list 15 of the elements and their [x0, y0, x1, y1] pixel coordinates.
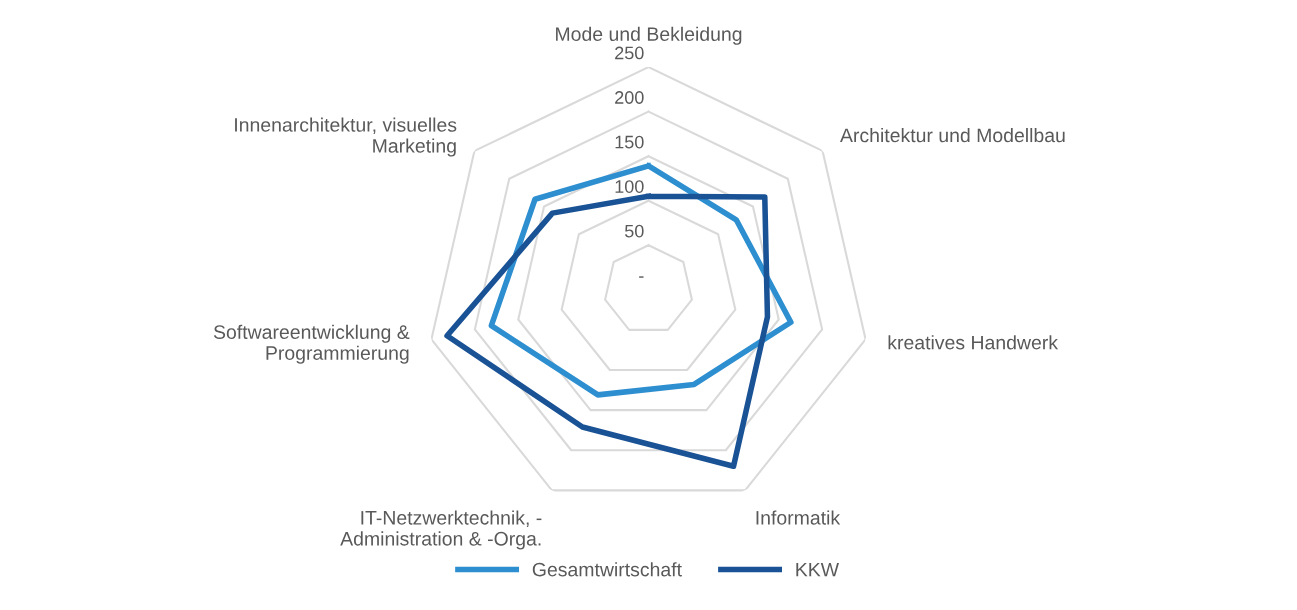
y-tick-label: 100 — [615, 180, 644, 193]
spoke-label: Softwareentwicklung & Programmierung — [213, 324, 410, 364]
y-tick-label: 250 — [615, 46, 644, 60]
y-tick-label: - — [639, 276, 644, 278]
y-tick-label: 200 — [615, 91, 644, 104]
legend-label: Gesamtwirtschaft — [532, 562, 682, 577]
spoke-label: IT-Netzwerktechnik, - Administration & -Orga. — [340, 510, 542, 550]
spoke-label: Innenarchitektur, visuelles Marketing — [235, 117, 457, 157]
spoke-label: Informatik — [756, 510, 841, 525]
y-tick-label: 50 — [624, 224, 644, 238]
spoke-label: Mode und Bekleidung — [556, 26, 742, 45]
spoke-label: kreatives Handwerk — [888, 335, 1059, 350]
y-tick-label: 150 — [615, 135, 644, 149]
spoke-label: Architektur und Modellbau — [840, 127, 1065, 143]
legend-label: KKW — [796, 562, 839, 577]
